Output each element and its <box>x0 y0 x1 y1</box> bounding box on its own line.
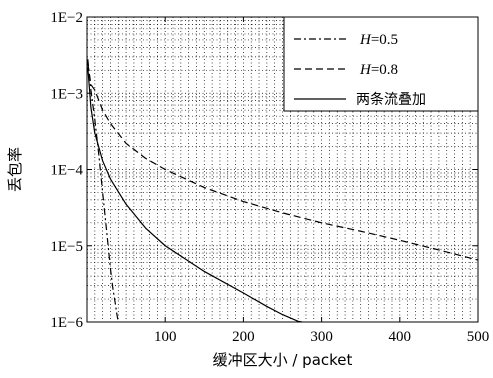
series-line-dashdot <box>87 59 119 323</box>
x-tick-label: 200 <box>232 329 255 345</box>
series-lines <box>87 59 479 323</box>
x-tick-label: 300 <box>310 329 333 345</box>
y-tick-label: 1E−6 <box>50 315 83 331</box>
y-axis-title: 丢包率 <box>6 147 24 192</box>
legend-label-variable: H <box>359 62 372 78</box>
x-tick-label: 400 <box>389 329 412 345</box>
x-tick-label: 500 <box>467 329 490 345</box>
y-tick-label: 1E−5 <box>50 239 83 255</box>
legend-label-value: =0.8 <box>371 62 398 78</box>
series-line-dashed <box>87 62 479 261</box>
x-tick-label: 100 <box>154 329 177 345</box>
series-line-solid <box>87 67 303 323</box>
legend-label: 两条流叠加 <box>356 91 426 108</box>
legend-box <box>283 16 479 112</box>
legend-label: H=0.5 <box>359 32 398 48</box>
axis-ticks: 100 200 300 400 500 1E−6 1E−5 1E−4 1E−3 1E−2 <box>50 10 489 345</box>
x-axis-title: 缓冲区大小 / packet <box>213 351 353 369</box>
y-tick-label: 1E−3 <box>50 86 83 102</box>
legend-label: H=0.8 <box>359 62 398 78</box>
y-tick-label: 1E−4 <box>50 163 83 179</box>
legend-label-value: =0.5 <box>371 32 398 48</box>
legend-label-variable: H <box>359 32 372 48</box>
y-tick-label: 1E−2 <box>50 10 83 26</box>
